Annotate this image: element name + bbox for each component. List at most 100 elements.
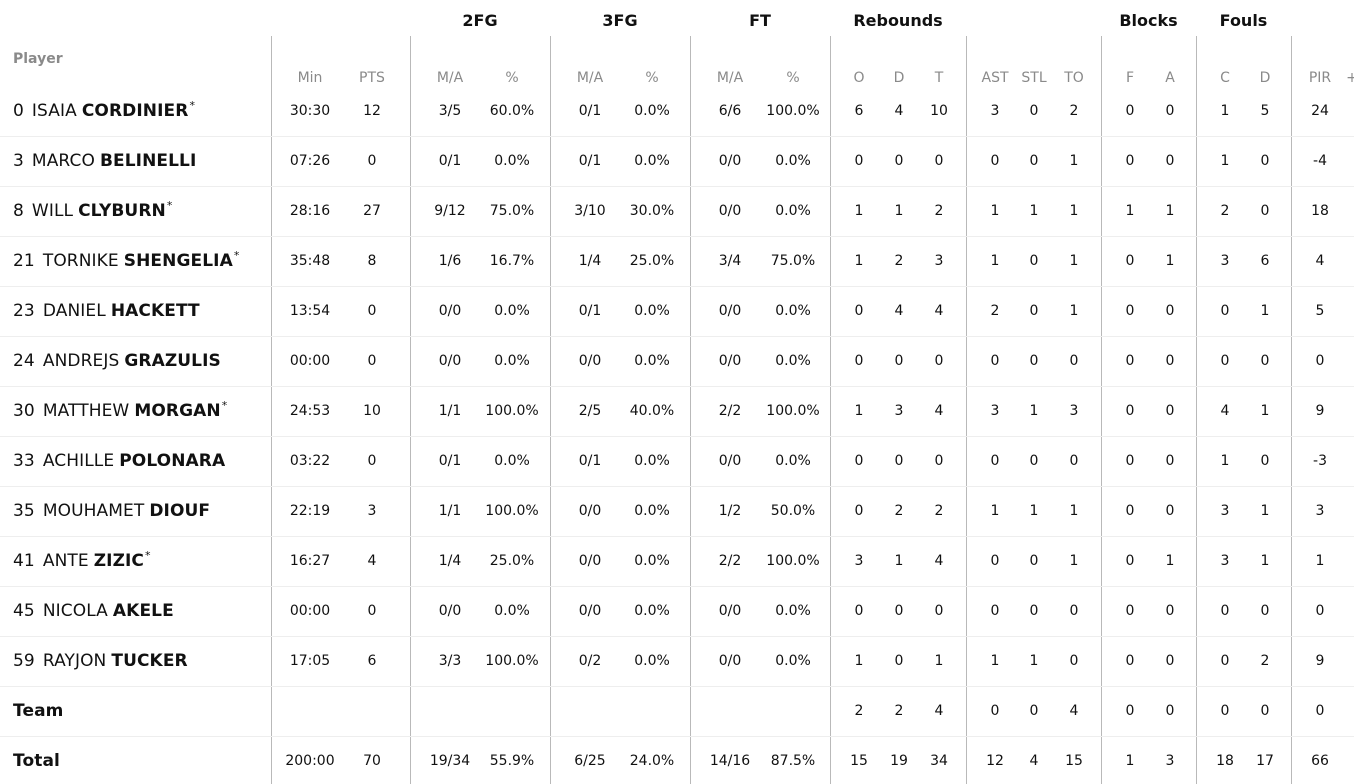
stat-stl: 1 bbox=[1029, 203, 1039, 219]
stat-ast: 1 bbox=[990, 653, 1000, 669]
stat-pir: -4 bbox=[1313, 153, 1327, 169]
player-number: 23 bbox=[13, 301, 35, 321]
stat-blk_a: 0 bbox=[1165, 653, 1175, 669]
stat-ft_pct: 0.0% bbox=[775, 603, 811, 619]
stat-ft_pct: 0.0% bbox=[775, 303, 811, 319]
stat-fl_c: 0 bbox=[1220, 303, 1230, 319]
row-divider bbox=[0, 386, 1354, 387]
player-name[interactable]: 0 ISAIA CORDINIER * bbox=[13, 86, 195, 136]
stat-blk_f: 0 bbox=[1125, 303, 1135, 319]
player-first-name: NICOLA bbox=[42, 601, 108, 621]
stat-fg2_ma: 1/1 bbox=[438, 403, 462, 419]
stat-blk_f: 0 bbox=[1125, 453, 1135, 469]
stat-to: 1 bbox=[1069, 253, 1079, 269]
column-header-fg3_pct: % bbox=[645, 70, 659, 86]
stat-reb_t: 10 bbox=[930, 103, 948, 119]
player-first-name: ACHILLE bbox=[42, 451, 115, 471]
stat-stl: 4 bbox=[1029, 753, 1039, 769]
stat-to: 2 bbox=[1069, 103, 1079, 119]
stat-ft_pct: 75.0% bbox=[770, 253, 816, 269]
stat-blk_a: 0 bbox=[1165, 303, 1175, 319]
stat-fg3_pct: 0.0% bbox=[634, 653, 670, 669]
stat-ast: 12 bbox=[986, 753, 1004, 769]
table-row: 0 ISAIA CORDINIER * 30:30 12 3/5 60.0% 0/1 0.0% 6/… bbox=[0, 86, 1354, 136]
starter-mark: * bbox=[145, 548, 151, 562]
stat-stl: 0 bbox=[1029, 253, 1039, 269]
stat-reb_o: 1 bbox=[854, 403, 864, 419]
stat-ft_ma: 0/0 bbox=[718, 303, 742, 319]
player-name[interactable]: 24 ANDREJS GRAZULIS bbox=[13, 336, 221, 386]
row-divider bbox=[0, 436, 1354, 437]
row-divider bbox=[0, 736, 1354, 737]
stat-min: 200:00 bbox=[285, 753, 335, 769]
column-header-fl_c: C bbox=[1220, 70, 1230, 86]
column-divider bbox=[1101, 36, 1102, 784]
column-header-ast: AST bbox=[981, 70, 1009, 86]
stat-blk_f: 0 bbox=[1125, 553, 1135, 569]
stat-fl_c: 0 bbox=[1220, 353, 1230, 369]
player-name[interactable]: 33 ACHILLE POLONARA bbox=[13, 436, 225, 486]
stat-fl_d: 0 bbox=[1260, 703, 1270, 719]
group-header-fls: Fouls bbox=[1219, 11, 1268, 30]
stat-ast: 0 bbox=[990, 453, 1000, 469]
stat-ft_ma: 3/4 bbox=[718, 253, 742, 269]
column-header-blk_f: F bbox=[1125, 70, 1135, 86]
stat-blk_a: 0 bbox=[1165, 103, 1175, 119]
stat-min: 07:26 bbox=[289, 153, 331, 169]
stat-blk_f: 0 bbox=[1125, 503, 1135, 519]
player-name[interactable]: 45 NICOLA AKELE bbox=[13, 586, 174, 636]
stat-fg2_ma: 1/6 bbox=[438, 253, 462, 269]
stat-min: 13:54 bbox=[289, 303, 331, 319]
stat-fl_c: 0 bbox=[1220, 653, 1230, 669]
stat-to: 1 bbox=[1069, 153, 1079, 169]
stat-fg3_ma: 0/1 bbox=[578, 303, 602, 319]
stat-stl: 1 bbox=[1029, 403, 1039, 419]
player-name[interactable]: 23 DANIEL HACKETT bbox=[13, 286, 200, 336]
stat-ft_pct: 0.0% bbox=[775, 653, 811, 669]
table-row: 33 ACHILLE POLONARA 03:22 0 0/1 0.0% 0/1 0.0% 0/0… bbox=[0, 436, 1354, 486]
stat-ft_ma: 14/16 bbox=[709, 753, 751, 769]
stat-ast: 0 bbox=[990, 703, 1000, 719]
stat-pts: 27 bbox=[363, 203, 381, 219]
stat-ast: 0 bbox=[990, 353, 1000, 369]
stat-fl_c: 3 bbox=[1220, 503, 1230, 519]
total-row-label: Total bbox=[13, 751, 60, 771]
stat-ft_ma: 6/6 bbox=[718, 103, 742, 119]
stat-reb_t: 4 bbox=[934, 303, 944, 319]
column-header-player: Player bbox=[13, 51, 63, 67]
stat-blk_f: 0 bbox=[1125, 353, 1135, 369]
stat-fl_c: 4 bbox=[1220, 403, 1230, 419]
stat-ft_pct: 100.0% bbox=[766, 403, 820, 419]
team-row-label: Team bbox=[13, 701, 64, 721]
player-name[interactable]: 41 ANTE ZIZIC * bbox=[13, 536, 151, 586]
stat-reb_d: 0 bbox=[894, 653, 904, 669]
player-last-name: HACKETT bbox=[110, 301, 200, 321]
player-name[interactable]: 3 MARCO BELINELLI bbox=[13, 136, 196, 186]
column-header-min: Min bbox=[297, 70, 323, 86]
stat-pts: 8 bbox=[367, 253, 377, 269]
player-name[interactable]: 59 RAYJON TUCKER bbox=[13, 636, 188, 686]
stat-blk_a: 1 bbox=[1165, 253, 1175, 269]
player-number: 8 bbox=[13, 201, 24, 221]
stat-reb_t: 2 bbox=[934, 203, 944, 219]
column-header-fg3_ma: M/A bbox=[576, 70, 604, 86]
column-header-reb_t: T bbox=[934, 70, 944, 86]
stat-reb_o: 0 bbox=[854, 453, 864, 469]
stat-fg2_pct: 0.0% bbox=[494, 603, 530, 619]
stat-blk_f: 0 bbox=[1125, 653, 1135, 669]
player-name[interactable]: 30 MATTHEW MORGAN * bbox=[13, 386, 227, 436]
table-row: 3 MARCO BELINELLI 07:26 0 0/1 0.0% 0/1 0.0% 0/0 0.… bbox=[0, 136, 1354, 186]
stat-ft_ma: 2/2 bbox=[718, 553, 742, 569]
stat-fl_c: 1 bbox=[1220, 153, 1230, 169]
stat-to: 0 bbox=[1069, 603, 1079, 619]
stat-fg3_pct: 0.0% bbox=[634, 153, 670, 169]
stat-to: 0 bbox=[1069, 353, 1079, 369]
stat-fl_c: 18 bbox=[1216, 753, 1234, 769]
player-name[interactable]: 35 MOUHAMET DIOUF bbox=[13, 486, 210, 536]
group-header-reb: Rebounds bbox=[853, 11, 943, 30]
column-divider bbox=[1196, 36, 1197, 784]
stat-ast: 3 bbox=[990, 103, 1000, 119]
player-name[interactable]: 21 TORNIKE SHENGELIA * bbox=[13, 236, 239, 286]
column-header-ft_pct: % bbox=[786, 70, 800, 86]
player-name[interactable]: 8 WILL CLYBURN * bbox=[13, 186, 172, 236]
